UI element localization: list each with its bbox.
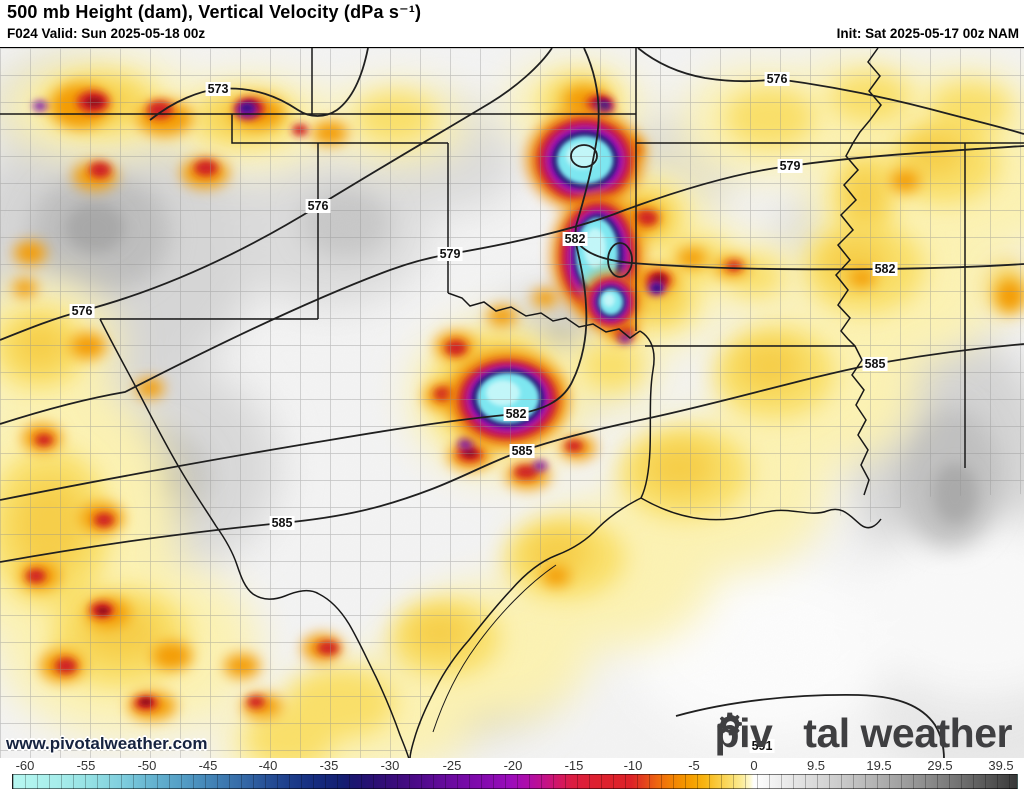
contour-label: 582 [562,232,588,246]
contour-label: 582 [872,262,898,276]
contour-label: 576 [764,72,790,86]
colorbar-tick: -25 [442,758,462,773]
colorbar-tick: 9.5 [806,758,826,773]
contour-label: 579 [437,247,463,261]
contour-label: 585 [509,444,535,458]
watermark: www.pivotalweather.com [6,734,208,753]
logo-text-rest: tal weather [803,710,1012,756]
contour-label: 576 [305,199,331,213]
gear-icon [717,712,803,749]
colorbar-tick: -5 [688,758,700,773]
contour-label: 576 [69,304,95,318]
colorbar-tick: -60 [15,758,35,773]
colorbar-tick: -55 [76,758,96,773]
header: 500 mb Height (dam), Vertical Velocity (… [0,0,1024,47]
contour-label: 579 [777,159,803,173]
colorbar-tick: 39.5 [988,758,1014,773]
colorbar-tick: 0 [750,758,758,773]
colorbar-tick: -20 [503,758,523,773]
colorbar-gradient [12,774,1018,789]
init-time: Init: Sat 2025-05-17 00z NAM [836,26,1019,41]
colorbar-tick: -40 [258,758,278,773]
contour-label: 582 [503,407,529,421]
colorbar-tick: -10 [623,758,643,773]
colorbar-tick: -45 [198,758,218,773]
colorbar-tick: -35 [319,758,339,773]
colorbar: -60 -55 -50 -45 -40 -35 -30 -25 -20 -15 -10 -5 0 9.5 1… [0,758,1024,791]
colorbar-tick: 29.5 [927,758,953,773]
colorbar-tick: -50 [137,758,157,773]
texture-overlay [0,48,1024,759]
contour-label: 591 [749,739,775,753]
valid-time: F024 Valid: Sun 2025-05-18 00z [7,26,206,41]
colorbar-tick: 19.5 [866,758,892,773]
colorbar-tick: -30 [380,758,400,773]
product-title: 500 mb Height (dam), Vertical Velocity (… [7,2,422,22]
map-area: 573 576 576 576 579 579 582 582 582 585 585 585 591 … [0,47,1024,759]
contour-labels: 573 576 576 576 579 579 582 582 582 585 585 585 591 [0,48,1024,757]
weather-map-svg [0,48,1024,759]
colorbar-tick: -15 [564,758,584,773]
contour-label: 585 [269,516,295,530]
contour-label: 573 [205,82,231,96]
pivotal-weather-logo: piv tal weather [715,710,1013,757]
contour-label: 585 [862,357,888,371]
